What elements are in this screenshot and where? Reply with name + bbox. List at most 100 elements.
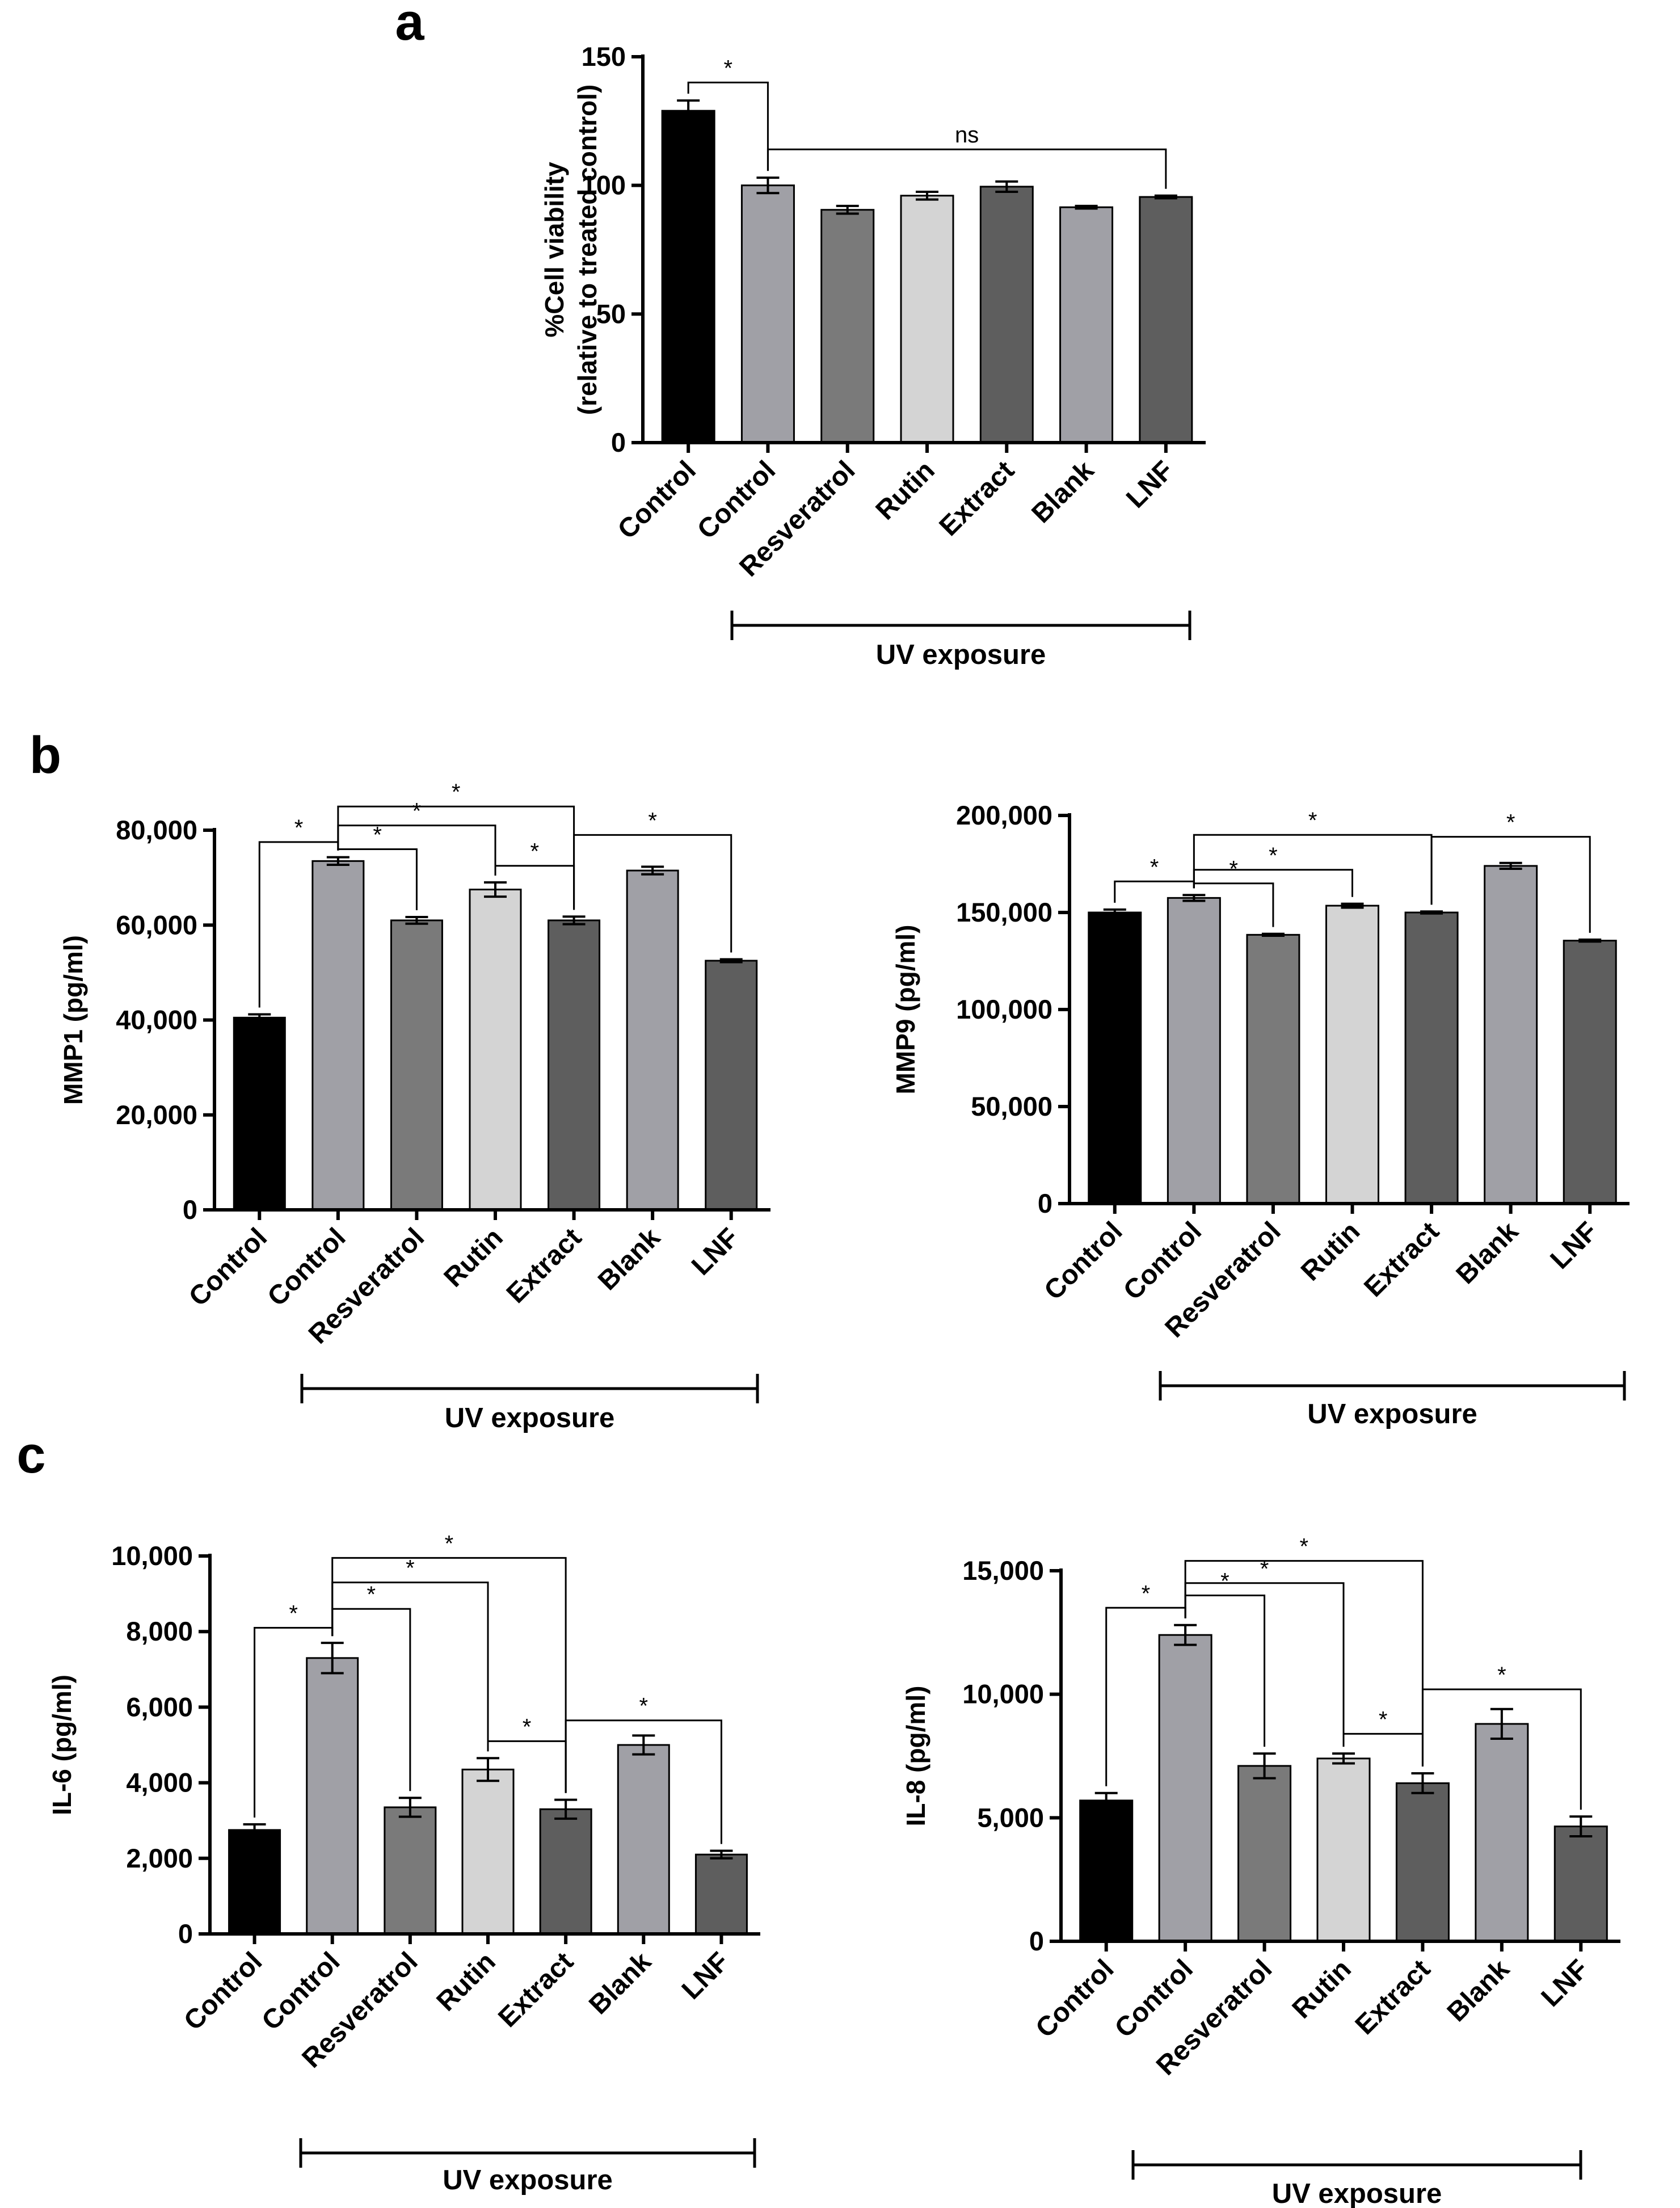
error-bar [677, 99, 700, 123]
y-tick-label: 100 [582, 170, 626, 200]
bar [548, 919, 601, 1211]
y-tick-label: 8,000 [126, 1616, 193, 1646]
significance-label: * [367, 1582, 376, 1607]
y-tick-label: 0 [183, 1195, 197, 1225]
y-tick-label: 10,000 [111, 1541, 193, 1571]
significance-label: * [412, 799, 422, 824]
x-tick-label: LNF [676, 1946, 735, 2005]
error-bar [1499, 861, 1522, 870]
significance-label: * [1150, 855, 1159, 880]
group-label: UV exposure [1272, 2178, 1442, 2208]
significance-label: * [1260, 1557, 1269, 1582]
error-bar [1261, 932, 1285, 937]
bar [1484, 865, 1538, 1205]
x-tick-label: Extract [1350, 1954, 1437, 2041]
significance-label: * [406, 1556, 415, 1581]
error-bar [1411, 1772, 1434, 1794]
bar [1246, 933, 1300, 1205]
y-tick-label: 150,000 [956, 897, 1052, 927]
error-bar [484, 881, 507, 898]
y-tick-label: 6,000 [126, 1692, 193, 1722]
error-bar [710, 1849, 733, 1860]
significance-label: * [1506, 810, 1515, 835]
error-bar [1569, 1815, 1593, 1837]
bar [740, 184, 795, 444]
bar [661, 110, 715, 444]
bar [1139, 196, 1193, 444]
error-bar [632, 1734, 655, 1756]
bar [705, 960, 758, 1211]
significance-label: * [1379, 1707, 1388, 1732]
significance-label: * [452, 780, 461, 805]
x-tick-label: Extract [501, 1222, 588, 1309]
error-bar [836, 204, 859, 215]
y-tick-label: 4,000 [126, 1768, 193, 1798]
error-bar [1578, 938, 1602, 943]
bar [233, 1016, 286, 1211]
error-bar [398, 1797, 422, 1818]
error-bar [1332, 1752, 1355, 1765]
y-tick-label: 50 [596, 298, 626, 329]
significance-label: * [1220, 1569, 1230, 1594]
panel-label-c: c [16, 1426, 45, 1484]
significance-label: * [1308, 808, 1317, 833]
significance-label: * [530, 839, 539, 864]
x-tick-label: Rutin [1295, 1216, 1366, 1286]
significance-bracket [1184, 1560, 1424, 1767]
x-tick-label: Rutin [1287, 1954, 1357, 2024]
chart-mmp9: 050,000100,000150,000200,000ControlContr… [891, 800, 1630, 1429]
error-bar [554, 1798, 578, 1820]
error-bar [1341, 902, 1364, 909]
y-axis-label: IL-8 (pg/ml) [901, 1686, 930, 1827]
y-tick-label: 0 [1029, 1926, 1044, 1956]
group-bracket [730, 611, 1191, 640]
bar [469, 889, 522, 1211]
y-tick-label: 40,000 [116, 1005, 197, 1035]
bar [626, 869, 679, 1211]
bar [311, 860, 365, 1211]
significance-bracket [565, 1719, 722, 1844]
group-label: UV exposure [443, 2165, 613, 2196]
bar [1158, 1634, 1212, 1942]
x-tick-label: Control [183, 1222, 273, 1312]
significance-bracket [331, 1557, 567, 1793]
x-tick-label: Control [178, 1946, 268, 2036]
x-tick-label: Control [612, 455, 702, 545]
error-bar [916, 191, 938, 201]
bar [979, 186, 1034, 444]
bar [1563, 940, 1617, 1205]
error-bar [248, 1013, 271, 1023]
significance-label: * [1142, 1581, 1151, 1606]
bar [1237, 1765, 1292, 1942]
y-tick-label: 150 [582, 41, 626, 72]
y-tick-label: 15,000 [962, 1555, 1044, 1585]
x-tick-label: LNF [1536, 1954, 1594, 2012]
error-bar [477, 1757, 499, 1782]
error-bar [321, 1642, 344, 1675]
significance-bracket [573, 834, 732, 953]
significance-bracket [687, 81, 769, 171]
y-tick-label: 0 [178, 1919, 193, 1949]
x-tick-label: Extract [934, 455, 1021, 542]
y-tick-label: 0 [1038, 1188, 1052, 1218]
error-bar [1103, 908, 1126, 917]
y-axis-label: MMP9 (pg/ml) [891, 925, 920, 1095]
x-tick-label: Extract [1358, 1216, 1445, 1303]
bar [1325, 905, 1379, 1205]
group-label: UV exposure [445, 1403, 615, 1433]
x-tick-label: Blank [592, 1222, 666, 1296]
y-tick-label: 10,000 [962, 1679, 1044, 1709]
bar [384, 1806, 437, 1935]
error-bar [756, 176, 780, 195]
x-tick-label: Extract [492, 1946, 579, 2033]
chart-il8: 05,00010,00015,000ControlControlResverat… [901, 1534, 1620, 2208]
significance-label: * [1299, 1534, 1308, 1559]
group-bracket [300, 1374, 759, 1403]
bar [1167, 897, 1221, 1205]
y-tick-label: 80,000 [116, 815, 197, 845]
error-bar [326, 856, 350, 867]
significance-label: * [639, 1694, 648, 1719]
significance-label: * [1269, 843, 1278, 868]
error-bar [719, 958, 743, 964]
